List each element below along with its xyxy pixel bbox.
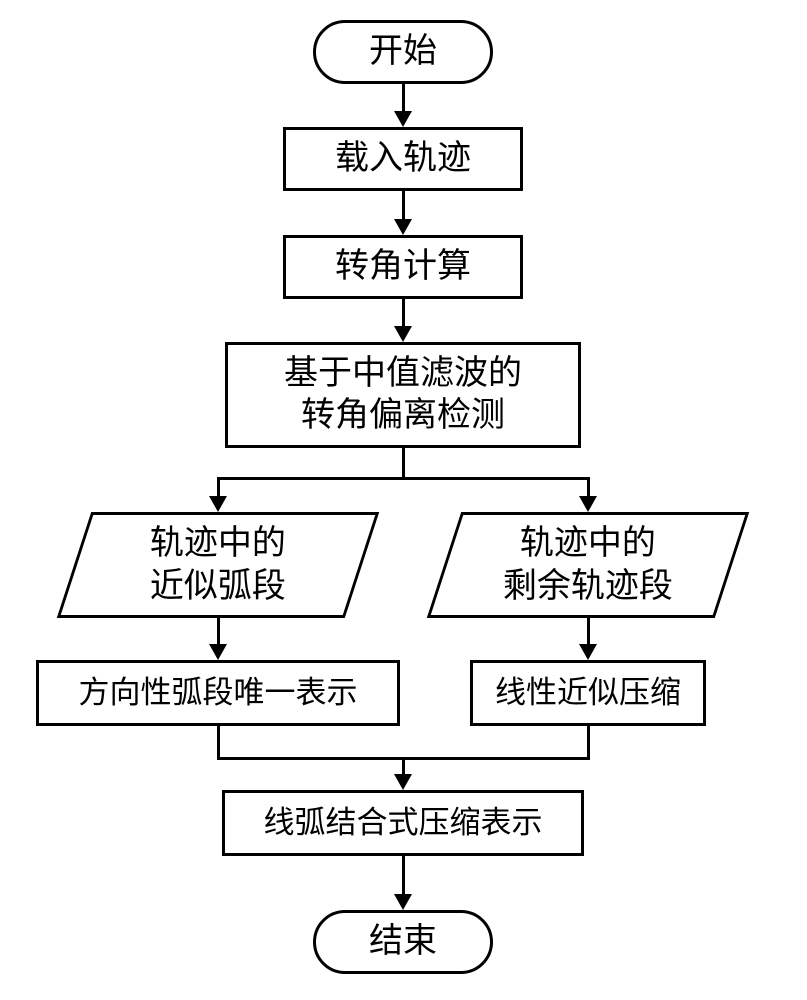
node-label: 载入轨迹	[335, 138, 471, 181]
node-label: 轨迹中的 剩余轨迹段	[503, 523, 673, 608]
edge-segment	[402, 757, 590, 760]
node-angle: 转角计算	[283, 235, 523, 299]
arrow-head	[394, 219, 412, 235]
arrow-head	[394, 326, 412, 342]
node-label: 线性近似压缩	[495, 674, 681, 713]
node-end: 结束	[313, 910, 493, 974]
edge-segment	[217, 478, 220, 496]
edge-segment	[217, 726, 220, 760]
node-start: 开始	[313, 20, 493, 84]
arrow-head	[579, 644, 597, 660]
arrow-head	[209, 644, 227, 660]
edge-segment	[587, 618, 590, 644]
edge-segment	[402, 191, 405, 219]
edge-segment	[402, 477, 590, 480]
node-label: 方向性弧段唯一表示	[79, 674, 358, 713]
arrow-head	[394, 774, 412, 790]
edge-segment	[402, 84, 405, 111]
edge-segment	[402, 856, 405, 894]
arrow-head	[579, 496, 597, 512]
node-median: 基于中值滤波的 转角偏离检测	[225, 342, 581, 448]
node-combine: 线弧结合式压缩表示	[222, 790, 584, 856]
edge-segment	[217, 757, 405, 760]
edge-segment	[402, 299, 405, 326]
node-label: 轨迹中的 近似弧段	[150, 523, 286, 608]
edge-segment	[587, 478, 590, 496]
node-label: 转角计算	[335, 246, 471, 289]
node-label: 线弧结合式压缩表示	[264, 804, 543, 843]
edge-segment	[217, 618, 220, 644]
edge-segment	[402, 448, 405, 480]
node-arc: 轨迹中的 近似弧段	[57, 512, 379, 618]
arrow-head	[209, 496, 227, 512]
node-label: 开始	[369, 31, 437, 74]
arrow-head	[394, 111, 412, 127]
node-label: 结束	[369, 921, 437, 964]
node-rest: 轨迹中的 剩余轨迹段	[427, 512, 749, 618]
arrow-head	[394, 894, 412, 910]
node-load: 载入轨迹	[283, 127, 523, 191]
edge-segment	[402, 758, 405, 774]
flowchart-canvas: 开始载入轨迹转角计算基于中值滤波的 转角偏离检测轨迹中的 近似弧段 轨迹中的 剩余…	[0, 0, 807, 1000]
edge-segment	[587, 726, 590, 760]
edge-segment	[217, 477, 405, 480]
node-dirarc: 方向性弧段唯一表示	[36, 660, 400, 726]
node-label: 基于中值滤波的 转角偏离检测	[284, 353, 522, 438]
node-linear: 线性近似压缩	[470, 660, 706, 726]
